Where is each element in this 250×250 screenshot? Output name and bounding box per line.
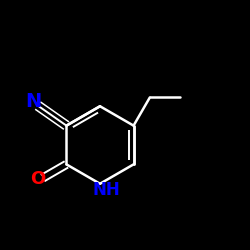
- Text: NH: NH: [92, 181, 120, 199]
- Text: N: N: [25, 92, 42, 110]
- Text: O: O: [30, 170, 46, 188]
